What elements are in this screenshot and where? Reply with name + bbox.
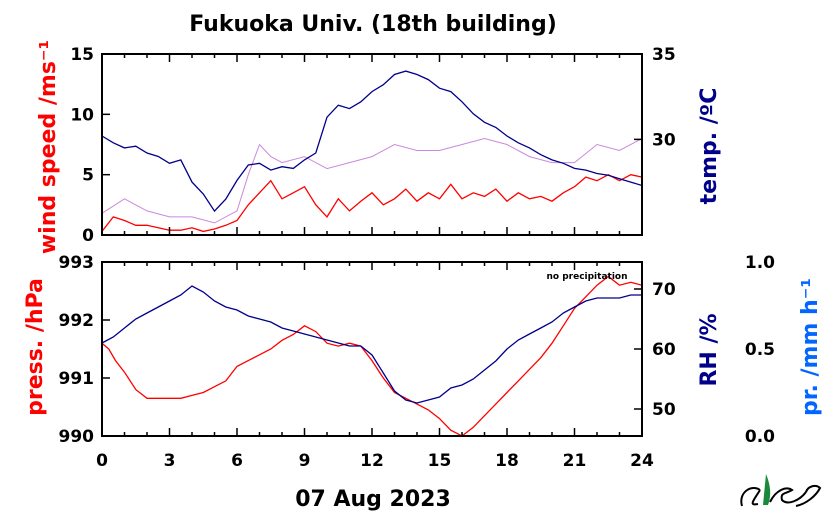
wind-temp-panel: 0 5 10 15 30 35 <box>70 45 676 246</box>
series-line-1 <box>101 137 643 224</box>
pressure-axis-label: press. /hPa <box>23 278 48 416</box>
no-precipitation-note: no precipitation <box>546 272 627 282</box>
x-tick-label: 18 <box>495 451 519 471</box>
rh-axis-label: RH /% <box>697 313 722 386</box>
y-right-tick-label: 70 <box>652 280 676 300</box>
y-right-tick-label: 60 <box>652 340 676 360</box>
pressure-rh-panel: 990 991 992 993 50 60 70 0 3 6 9 12 15 18 21 24 0.0 0.5 1.… <box>59 253 776 471</box>
series-line-0 <box>101 275 643 437</box>
date-label: 07 Aug 2023 <box>295 487 451 512</box>
chart-title: Fukuoka Univ. (18th building) <box>189 12 557 37</box>
x-tick-label: 24 <box>630 451 654 471</box>
x-tick-label: 3 <box>164 451 176 471</box>
plot-frame <box>101 261 643 437</box>
x-tick-label: 21 <box>563 451 587 471</box>
y-right-tick-label: 35 <box>652 45 676 65</box>
y-left-tick-label: 992 <box>59 311 95 331</box>
precip-tick-label: 0.0 <box>745 427 775 447</box>
institution-logo <box>740 474 822 507</box>
x-tick-label: 12 <box>360 451 384 471</box>
y-left-tick-label: 990 <box>59 427 95 447</box>
wind-speed-axis-label: wind speed /ms⁻¹ <box>36 40 61 254</box>
y-right-tick-label: 50 <box>652 400 676 420</box>
precip-tick-label: 0.5 <box>745 340 775 360</box>
y-left-tick-label: 10 <box>70 105 94 125</box>
y-left-tick-label: 993 <box>59 253 95 273</box>
plot-frame <box>101 53 643 236</box>
y-left-tick-label: 991 <box>59 369 95 389</box>
temp-axis-label: temp. /ºC <box>697 88 722 205</box>
x-tick-label: 9 <box>299 451 311 471</box>
x-tick-label: 6 <box>231 451 243 471</box>
precip-tick-label: 1.0 <box>745 253 775 273</box>
y-right-tick-label: 30 <box>652 130 676 150</box>
x-tick-label: 0 <box>96 451 108 471</box>
precip-axis-label: pr. /mm h⁻¹ <box>798 278 823 416</box>
series-line-2 <box>101 70 643 213</box>
y-left-tick-label: 0 <box>82 226 94 246</box>
series-line-0 <box>101 173 643 233</box>
y-left-tick-label: 15 <box>70 45 94 65</box>
series-line-1 <box>101 285 642 404</box>
y-left-tick-label: 5 <box>82 166 94 186</box>
x-tick-label: 15 <box>428 451 452 471</box>
